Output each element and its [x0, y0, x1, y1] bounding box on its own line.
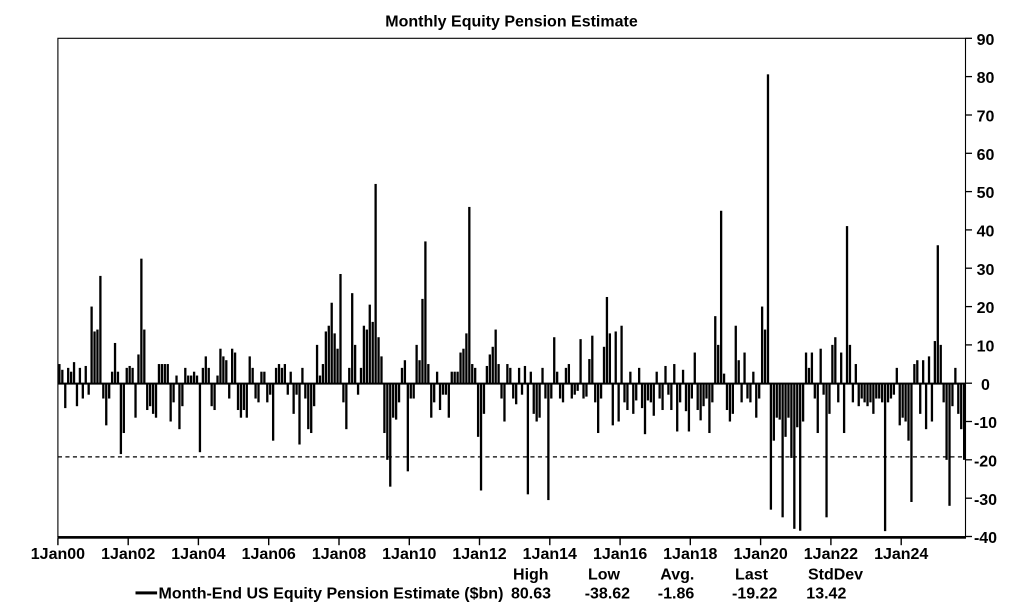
- svg-text:-10: -10: [974, 415, 997, 432]
- svg-text:-30: -30: [974, 492, 997, 509]
- svg-text:80.63: 80.63: [511, 586, 551, 603]
- svg-text:Avg.: Avg.: [660, 567, 694, 584]
- svg-text:50: 50: [977, 185, 995, 202]
- svg-text:1Jan18: 1Jan18: [663, 546, 717, 563]
- svg-text:20: 20: [977, 300, 995, 317]
- svg-text:1Jan16: 1Jan16: [593, 546, 647, 563]
- svg-text:90: 90: [977, 32, 995, 49]
- svg-text:-1.86: -1.86: [658, 586, 695, 603]
- svg-text:10: 10: [977, 339, 995, 356]
- svg-text:40: 40: [977, 224, 995, 241]
- svg-text:Monthly Equity Pension Estimat: Monthly Equity Pension Estimate: [385, 14, 638, 31]
- svg-text:13.42: 13.42: [806, 586, 846, 603]
- svg-text:1Jan14: 1Jan14: [523, 546, 577, 563]
- svg-text:30: 30: [977, 262, 995, 279]
- svg-text:1Jan06: 1Jan06: [242, 546, 296, 563]
- svg-text:1Jan08: 1Jan08: [312, 546, 366, 563]
- svg-text:-19.22: -19.22: [732, 586, 777, 603]
- svg-text:1Jan12: 1Jan12: [452, 546, 506, 563]
- svg-text:Month-End US Equity Pension Es: Month-End US Equity Pension Estimate ($b…: [159, 586, 504, 603]
- svg-text:1Jan22: 1Jan22: [804, 546, 858, 563]
- svg-text:1Jan04: 1Jan04: [171, 546, 225, 563]
- svg-text:1Jan02: 1Jan02: [101, 546, 155, 563]
- svg-text:0: 0: [981, 377, 990, 394]
- svg-text:1Jan24: 1Jan24: [874, 546, 928, 563]
- svg-text:1Jan10: 1Jan10: [382, 546, 436, 563]
- svg-text:70: 70: [977, 109, 995, 126]
- svg-text:Low: Low: [588, 567, 621, 584]
- svg-text:High: High: [513, 567, 549, 584]
- svg-text:-38.62: -38.62: [585, 586, 630, 603]
- svg-text:1Jan00: 1Jan00: [31, 546, 85, 563]
- svg-text:Last: Last: [735, 567, 769, 584]
- svg-text:-40: -40: [974, 530, 997, 547]
- svg-text:1Jan20: 1Jan20: [733, 546, 787, 563]
- svg-text:StdDev: StdDev: [808, 567, 863, 584]
- svg-text:60: 60: [977, 147, 995, 164]
- svg-text:-20: -20: [974, 453, 997, 470]
- svg-text:80: 80: [977, 70, 995, 87]
